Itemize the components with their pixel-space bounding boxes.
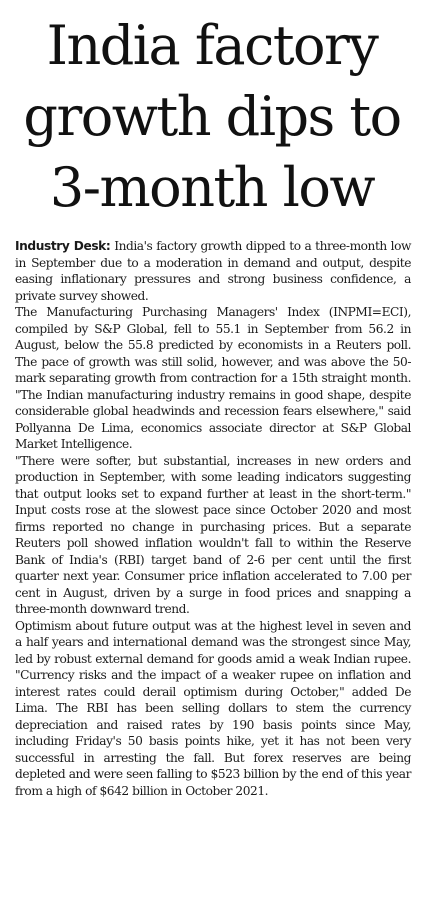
byline: Industry Desk: (15, 239, 111, 253)
headline-line-2: growth dips to (23, 85, 402, 148)
paragraph-1: Industry Desk: India's factory growth di… (15, 238, 411, 304)
headline-line-3: 3-month low (49, 156, 376, 219)
article-headline: India factory growth dips to 3-month low (0, 0, 424, 223)
paragraph-4: Optimism about future output was at the … (15, 618, 411, 798)
paragraph-3: "There were softer, but substantial, inc… (15, 453, 411, 617)
paragraph-2: The Manufacturing Purchasing Managers' I… (15, 305, 411, 451)
headline-line-1: India factory (46, 14, 379, 77)
paragraph-1-text: India's factory growth dipped to a three… (15, 239, 411, 303)
article-body: Industry Desk: India's factory growth di… (15, 238, 411, 799)
